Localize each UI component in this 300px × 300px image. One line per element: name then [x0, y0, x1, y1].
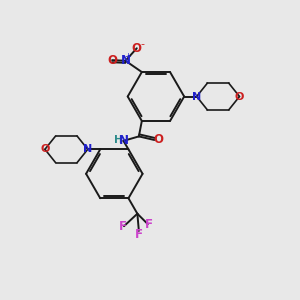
Text: N: N [121, 54, 130, 67]
Text: +: + [124, 52, 131, 62]
Text: H: H [114, 135, 122, 145]
Text: F: F [145, 218, 153, 231]
Text: O: O [40, 144, 50, 154]
Text: -: - [141, 39, 145, 49]
Text: O: O [132, 42, 142, 55]
Text: N: N [118, 134, 128, 147]
Text: N: N [192, 92, 201, 101]
Text: F: F [135, 228, 143, 241]
Text: O: O [107, 54, 117, 67]
Text: O: O [235, 92, 244, 101]
Text: F: F [119, 220, 127, 233]
Text: N: N [83, 144, 92, 154]
Text: O: O [154, 134, 164, 146]
